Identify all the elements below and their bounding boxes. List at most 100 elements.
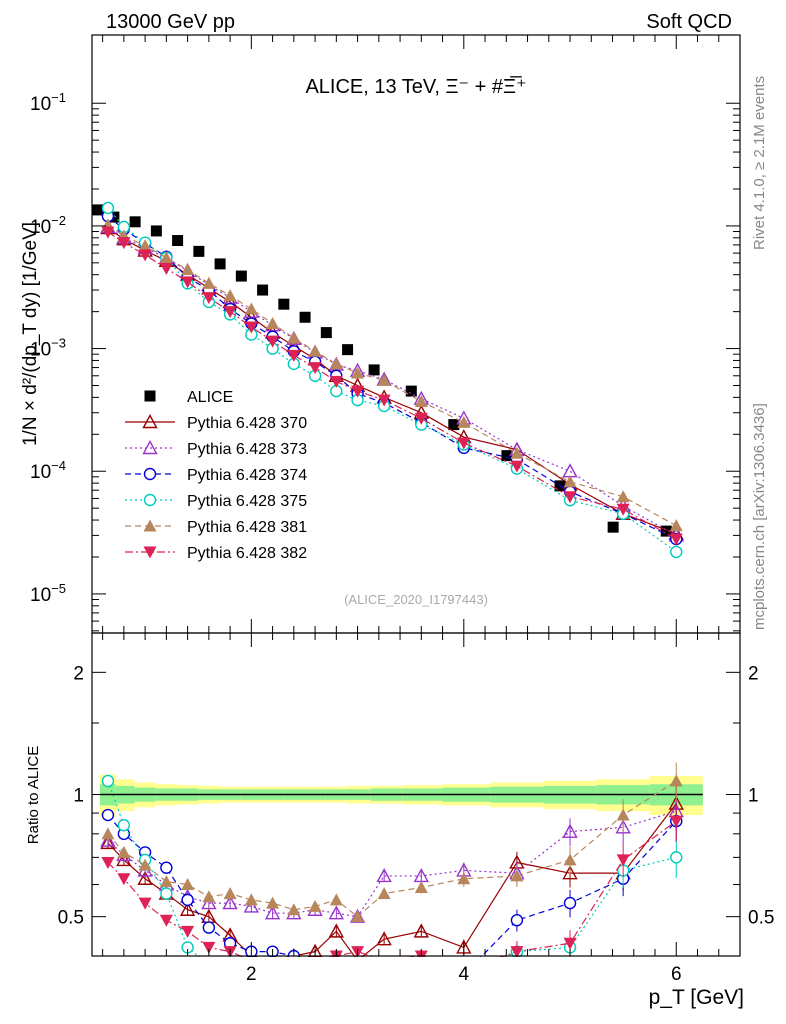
ratio-data-point — [413, 923, 429, 938]
ratio-data-point — [181, 893, 194, 907]
data-point — [563, 491, 577, 504]
ratio-data-point — [101, 808, 115, 822]
data-point — [329, 375, 343, 388]
data-point — [510, 460, 524, 473]
ratio-data-point — [101, 774, 115, 788]
series-line — [107, 231, 677, 540]
ratio-data-point — [670, 851, 683, 864]
x-tick-label: 2 — [246, 964, 257, 985]
y-tick-exponent: −4 — [51, 458, 66, 473]
ratio-data-point — [329, 893, 343, 906]
data-point — [101, 201, 115, 215]
data-point — [117, 237, 131, 250]
ratio-data-point — [223, 887, 237, 900]
ratio-axes: 2 4 6 0.5 0.5 1 1 2 2 — [58, 633, 774, 985]
legend-label: Pythia 6.428 373 — [187, 441, 307, 458]
ratio-data-point — [376, 931, 392, 946]
data-point — [510, 446, 524, 459]
y-tick-exponent: −5 — [51, 581, 66, 596]
ratio-y-tick-label-right: 2 — [748, 663, 759, 684]
legend-label: ALICE — [187, 389, 233, 406]
ratio-bands — [99, 774, 703, 818]
ratio-data-point — [117, 873, 131, 886]
data-point — [351, 385, 365, 398]
data-point — [150, 225, 162, 237]
ratio-series-pythia-6-428-381 — [101, 762, 683, 923]
y-tick-exponent: −3 — [51, 336, 66, 351]
legend-label: Pythia 6.428 370 — [187, 415, 307, 432]
ratio-y-tick-label-right: 1 — [748, 786, 759, 807]
ratio-panel: 2 4 6 0.5 0.5 1 1 2 2 Ratio to ALICE p_T [GeV] — [0, 632, 786, 1024]
data-point — [670, 545, 683, 559]
ratio-data-point — [328, 905, 345, 920]
data-point — [342, 344, 354, 356]
y-tick-exponent: −1 — [51, 90, 66, 105]
legend-label: Pythia 6.428 375 — [187, 493, 307, 510]
legend-marker — [143, 519, 157, 532]
ratio-data-point — [616, 854, 630, 867]
legend-marker — [142, 440, 158, 455]
ratio-data-point — [202, 890, 216, 903]
data-point — [202, 276, 216, 289]
y-tick-exponent: −2 — [51, 213, 66, 228]
ratio-data-point — [101, 827, 115, 840]
data-point — [405, 385, 417, 397]
ratio-series-line — [107, 803, 677, 962]
legend-entry: Pythia 6.428 382 — [125, 545, 307, 562]
data-point — [223, 306, 237, 319]
y-axis-label: 1/N × d²/(dp_T dy) [1/GeV] — [20, 222, 41, 446]
data-point — [278, 298, 290, 310]
data-point — [616, 490, 630, 503]
ratio-data-point — [137, 870, 153, 885]
ratio-data-point — [615, 819, 631, 834]
ratio-data-point — [266, 896, 280, 909]
data-point — [414, 412, 428, 425]
legend-label: Pythia 6.428 382 — [187, 545, 307, 562]
ratio-data-point — [264, 905, 281, 920]
ratio-data-point — [563, 853, 577, 866]
data-point — [457, 437, 471, 450]
data-point — [172, 235, 184, 247]
data-point — [308, 344, 322, 357]
data-point — [377, 373, 391, 386]
data-point — [181, 263, 195, 276]
ratio-data-point — [287, 903, 301, 916]
ratio-data-point — [181, 925, 195, 938]
data-point — [193, 245, 205, 257]
data-point — [669, 519, 683, 532]
x-axis-label: p_T [GeV] — [649, 986, 744, 1009]
data-point — [266, 335, 280, 348]
ratio-data-point — [243, 898, 260, 913]
ratio-y-label: Ratio to ALICE — [25, 746, 42, 844]
header-left: 13000 GeV pp — [106, 11, 235, 33]
data-point — [223, 289, 237, 302]
data-point — [159, 251, 173, 264]
legend-entry: Pythia 6.428 375 — [125, 493, 307, 510]
data-point — [329, 357, 343, 370]
ratio-data-point — [563, 937, 577, 950]
ratio-data-point — [117, 845, 131, 858]
data-point — [138, 239, 152, 252]
legend-entry: Pythia 6.428 374 — [125, 467, 307, 484]
ratio-data-point — [138, 858, 152, 871]
data-point — [320, 327, 332, 339]
ratio-data-point — [202, 921, 216, 934]
main-panel: 10−510−410−310−210−1 ALICE, 13 TeV, Ξ⁻ +… — [20, 34, 741, 634]
ratio-data-point — [669, 774, 683, 787]
data-point — [607, 521, 619, 533]
legend-entry: ALICE — [144, 389, 233, 406]
ratio-y-tick-label-right: 0.5 — [748, 908, 774, 929]
ratio-data-point — [510, 914, 524, 927]
ratio-y-tick-label: 0.5 — [58, 908, 84, 929]
ratio-data-point — [181, 878, 195, 891]
data-point — [660, 525, 672, 537]
ratio-frame — [91, 632, 741, 957]
main-frame — [91, 34, 741, 634]
ratio-series-line — [107, 810, 677, 918]
y-tick-label: 10−1 — [30, 90, 66, 115]
main-title: ALICE, 13 TeV, Ξ⁻ + #Ξ̅⁺ — [305, 75, 526, 98]
legend-marker — [143, 493, 157, 507]
ratio-data-point — [563, 896, 577, 910]
data-point — [202, 292, 216, 305]
